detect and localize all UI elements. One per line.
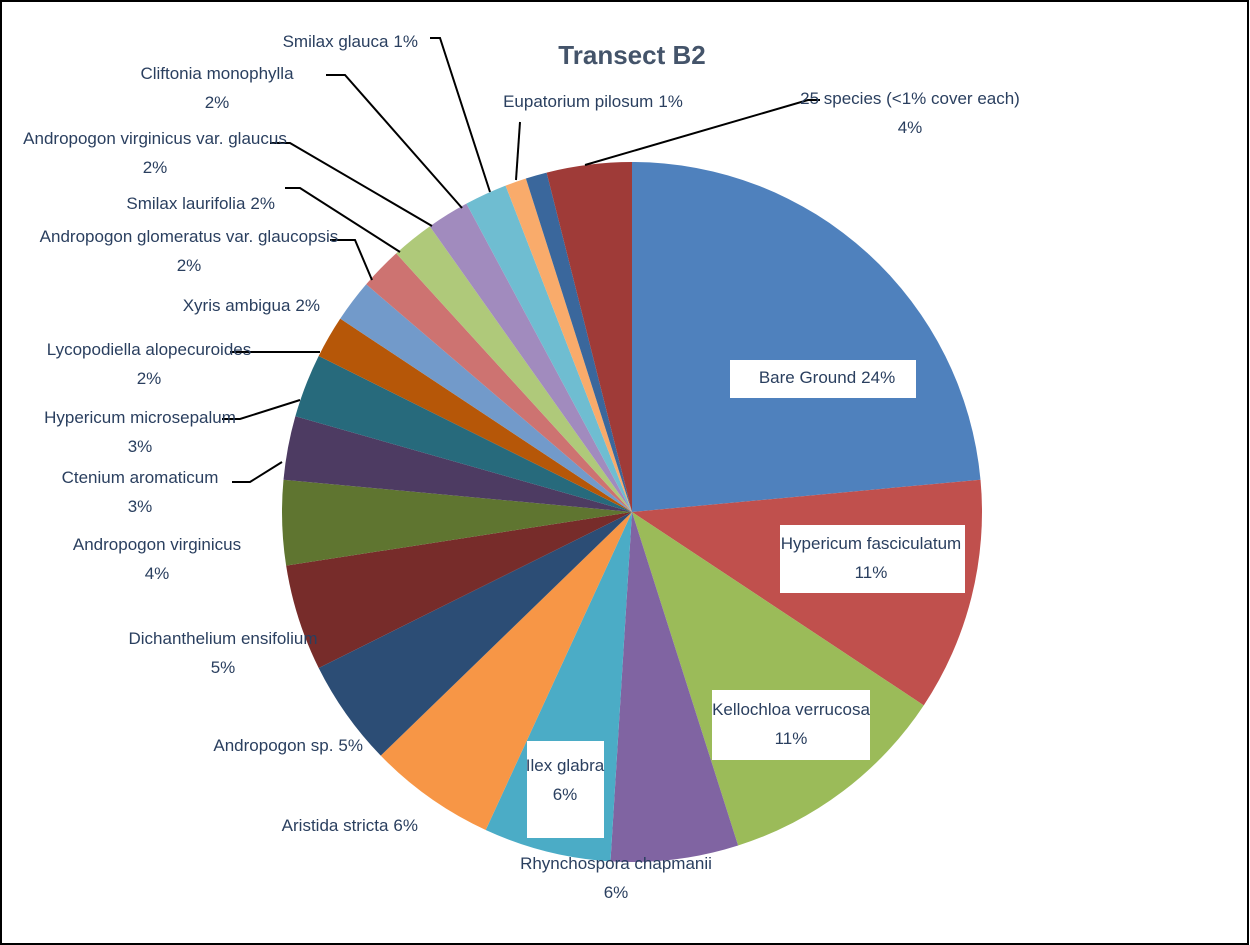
- category-label: Aristida stricta: [282, 816, 389, 835]
- category-label: Andropogon virginicus var. glaucus: [23, 129, 287, 148]
- label-box: [712, 690, 870, 760]
- leader-line: [270, 142, 433, 227]
- data-label: Aristida stricta 6%: [282, 816, 418, 835]
- pie-slice: [466, 185, 632, 513]
- value-label: 2%: [250, 194, 275, 213]
- data-label: Rhynchospora chapmanii 6%: [520, 854, 712, 902]
- data-label: Hypericum microsepalum 3%: [44, 408, 236, 456]
- category-label: Cliftonia monophylla: [140, 64, 294, 83]
- value-label: 2%: [295, 296, 320, 315]
- value-label: 2%: [205, 93, 230, 112]
- labels: Bare Ground 24%Hypericum fasciculatum 11%K…: [23, 32, 1020, 902]
- value-label: 1%: [393, 32, 418, 51]
- value-label: 2%: [177, 256, 202, 275]
- data-label: Cliftonia monophylla 2%: [140, 64, 294, 112]
- pie-slice: [318, 512, 632, 756]
- leader-line: [515, 121, 521, 181]
- pie-slice: [632, 162, 981, 512]
- pie-slice: [505, 178, 632, 512]
- leader-line: [285, 187, 401, 253]
- category-label: Andropogon virginicus: [73, 535, 241, 554]
- category-label: Andropogon sp.: [213, 736, 333, 755]
- data-label: Ilex glabra 6%: [526, 756, 605, 804]
- value-label: 1%: [658, 92, 683, 111]
- data-label: Xyris ambigua 2%: [183, 296, 320, 315]
- category-label: Smilax glauca: [283, 32, 389, 51]
- value-label: 2%: [137, 369, 162, 388]
- pie-slice: [366, 253, 632, 513]
- category-label: Bare Ground: [759, 368, 856, 387]
- value-label: 24%: [861, 368, 895, 387]
- leader-line: [326, 74, 463, 209]
- label-box: [730, 360, 916, 398]
- value-label: 6%: [604, 883, 629, 902]
- data-label: Lycopodiella alopecuroides 2%: [47, 340, 251, 388]
- leader-line: [232, 461, 283, 483]
- data-label: Andropogon virginicus 4%: [73, 535, 241, 583]
- leader-line: [222, 399, 301, 420]
- category-label: Lycopodiella alopecuroides: [47, 340, 251, 359]
- pie-slice: [546, 162, 632, 512]
- data-label: Dichanthelium ensifolium 5%: [129, 629, 318, 677]
- category-label: Dichanthelium ensifolium: [129, 629, 318, 648]
- label-box: [780, 525, 965, 593]
- pie-slice: [396, 226, 632, 512]
- category-label: Ilex glabra: [526, 756, 605, 775]
- data-label: Kellochloa verrucosa 11%: [712, 700, 870, 748]
- pie-slice: [283, 416, 632, 512]
- chart-title: Transect B2: [558, 40, 705, 70]
- leader-line: [330, 239, 373, 281]
- value-label: 3%: [128, 497, 153, 516]
- value-label: 4%: [898, 118, 923, 137]
- category-label: Xyris ambigua: [183, 296, 291, 315]
- leader-line: [584, 99, 820, 166]
- category-label: Hypericum microsepalum: [44, 408, 236, 427]
- value-label: 4%: [145, 564, 170, 583]
- leader-line: [430, 37, 491, 193]
- pie-slice: [286, 512, 632, 669]
- data-label: Ctenium aromaticum 3%: [62, 468, 219, 516]
- data-label: Smilax glauca 1%: [283, 32, 418, 51]
- pie: [282, 162, 982, 863]
- category-label: Andropogon glomeratus var. glaucopsis: [40, 227, 339, 246]
- category-label: Kellochloa verrucosa: [712, 700, 870, 719]
- pie-slice: [429, 203, 632, 512]
- pie-slice: [295, 355, 632, 512]
- data-label: Bare Ground 24%: [759, 368, 895, 387]
- category-label: 25 species (<1% cover each): [800, 89, 1020, 108]
- value-label: 11%: [775, 729, 808, 748]
- value-label: 6%: [393, 816, 418, 835]
- data-label: Smilax laurifolia 2%: [126, 194, 275, 213]
- data-label: Andropogon virginicus var. glaucus 2%: [23, 129, 287, 177]
- value-label: 5%: [211, 658, 236, 677]
- pie-slice: [610, 512, 739, 863]
- category-label: Ctenium aromaticum: [62, 468, 219, 487]
- category-label: Eupatorium pilosum: [503, 92, 653, 111]
- value-label: 3%: [128, 437, 153, 456]
- data-label: Hypericum fasciculatum 11%: [781, 534, 961, 582]
- pie-slice: [340, 284, 632, 512]
- value-label: 11%: [855, 563, 888, 582]
- category-label: Rhynchospora chapmanii: [520, 854, 712, 873]
- pie-slice: [632, 512, 924, 846]
- pie-slice: [380, 512, 632, 830]
- value-label: 2%: [143, 158, 168, 177]
- category-label: Smilax laurifolia: [126, 194, 246, 213]
- value-label: 6%: [553, 785, 578, 804]
- category-label: Hypericum fasciculatum: [781, 534, 961, 553]
- data-label: 25 species (<1% cover each) 4%: [800, 89, 1020, 137]
- pie-slice: [282, 479, 632, 566]
- value-label: 5%: [338, 736, 363, 755]
- data-label: Andropogon sp. 5%: [213, 736, 363, 755]
- pie-slice: [318, 318, 632, 512]
- pie-slice: [525, 172, 632, 512]
- data-label: Eupatorium pilosum 1%: [503, 92, 683, 111]
- label-box: [527, 741, 604, 838]
- data-label: Andropogon glomeratus var. glaucopsis 2%: [40, 227, 339, 275]
